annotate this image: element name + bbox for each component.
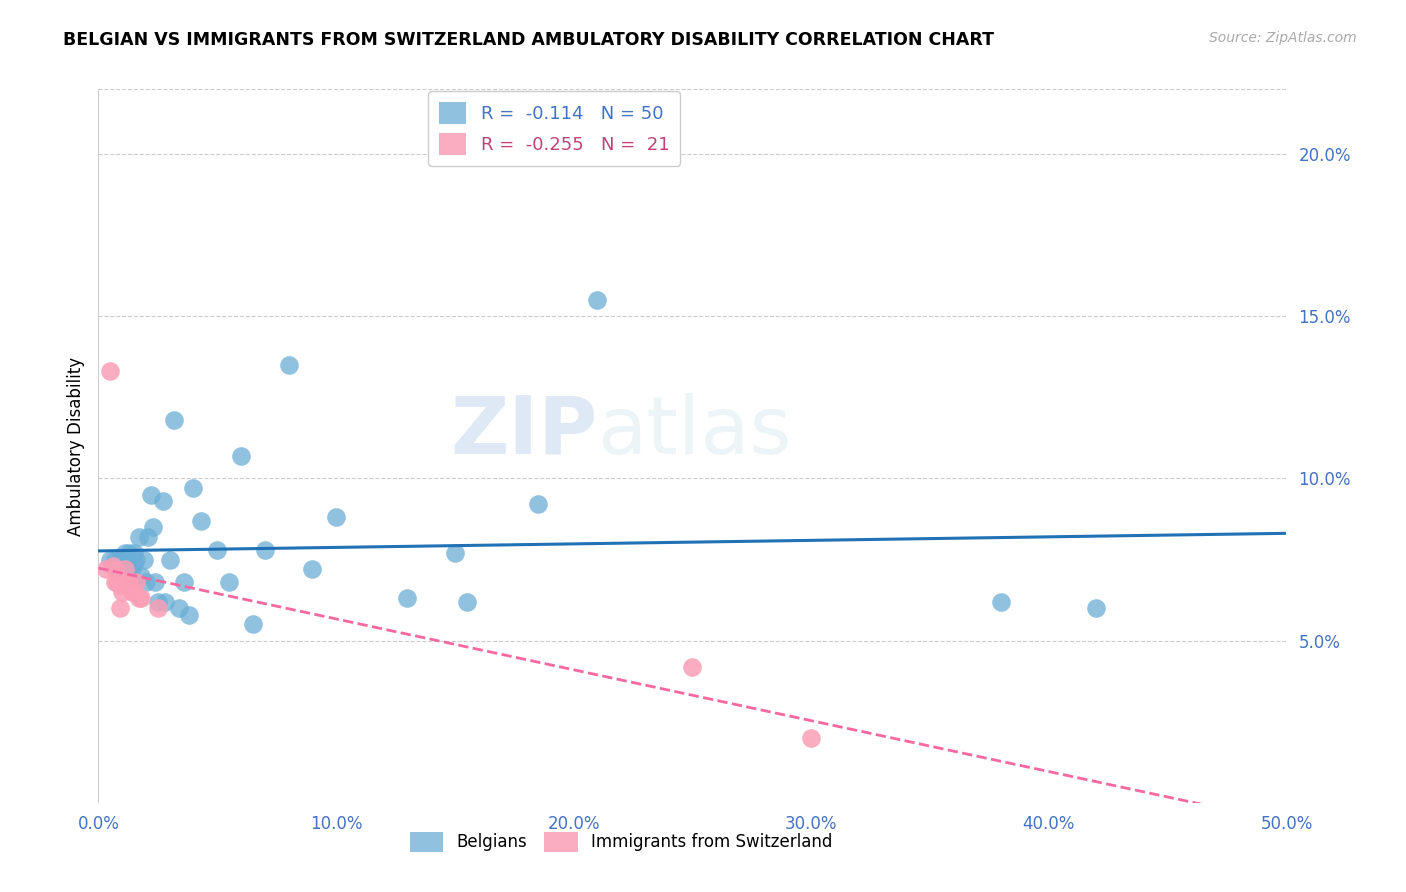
Point	[115, 562, 138, 576]
Point	[1085, 601, 1108, 615]
Y-axis label: Ambulatory Disability: Ambulatory Disability	[66, 357, 84, 535]
Point	[128, 591, 150, 606]
Point	[253, 542, 276, 557]
Point	[114, 562, 136, 576]
Point	[107, 575, 129, 590]
Point	[121, 585, 143, 599]
Text: atlas: atlas	[598, 392, 792, 471]
Point	[108, 601, 131, 615]
Point	[101, 559, 124, 574]
Point	[277, 358, 299, 372]
Point	[586, 293, 609, 307]
Point	[229, 449, 252, 463]
Point	[152, 494, 174, 508]
Point	[125, 552, 148, 566]
Point	[146, 595, 169, 609]
Point	[94, 562, 117, 576]
Point	[115, 575, 138, 590]
Point	[118, 546, 141, 560]
Point	[111, 562, 134, 576]
Point	[139, 488, 162, 502]
Point	[153, 595, 176, 609]
Point	[98, 364, 121, 378]
Point	[125, 575, 148, 590]
Text: ZIP: ZIP	[450, 392, 598, 471]
Point	[104, 552, 127, 566]
Point	[135, 575, 157, 590]
Point	[122, 546, 145, 560]
Point	[159, 552, 181, 566]
Point	[115, 556, 138, 570]
Point	[122, 585, 145, 599]
Point	[396, 591, 419, 606]
Point	[190, 514, 212, 528]
Point	[129, 591, 152, 606]
Point	[682, 659, 704, 673]
Point	[207, 542, 229, 557]
Point	[800, 731, 823, 745]
Legend: Belgians, Immigrants from Switzerland: Belgians, Immigrants from Switzerland	[404, 825, 839, 859]
Point	[142, 520, 165, 534]
Point	[990, 595, 1012, 609]
Point	[136, 530, 159, 544]
Point	[121, 572, 143, 586]
Point	[104, 562, 127, 576]
Text: BELGIAN VS IMMIGRANTS FROM SWITZERLAND AMBULATORY DISABILITY CORRELATION CHART: BELGIAN VS IMMIGRANTS FROM SWITZERLAND A…	[63, 31, 994, 49]
Point	[118, 575, 141, 590]
Point	[132, 552, 155, 566]
Point	[444, 546, 467, 560]
Point	[167, 601, 190, 615]
Point	[111, 552, 134, 566]
Point	[128, 530, 150, 544]
Point	[111, 585, 134, 599]
Point	[242, 617, 264, 632]
Point	[108, 552, 131, 566]
Point	[107, 562, 129, 576]
Point	[122, 556, 145, 570]
Point	[98, 552, 121, 566]
Point	[145, 575, 167, 590]
Point	[118, 559, 141, 574]
Point	[183, 481, 205, 495]
Point	[177, 607, 200, 622]
Point	[104, 575, 127, 590]
Point	[325, 510, 347, 524]
Point	[108, 578, 131, 592]
Point	[114, 559, 136, 574]
Point	[114, 546, 136, 560]
Point	[121, 562, 143, 576]
Point	[163, 413, 186, 427]
Text: Source: ZipAtlas.com: Source: ZipAtlas.com	[1209, 31, 1357, 45]
Point	[129, 568, 152, 582]
Point	[456, 595, 478, 609]
Point	[527, 497, 550, 511]
Point	[301, 562, 323, 576]
Point	[111, 575, 134, 590]
Point	[173, 575, 195, 590]
Point	[146, 601, 169, 615]
Point	[218, 575, 240, 590]
